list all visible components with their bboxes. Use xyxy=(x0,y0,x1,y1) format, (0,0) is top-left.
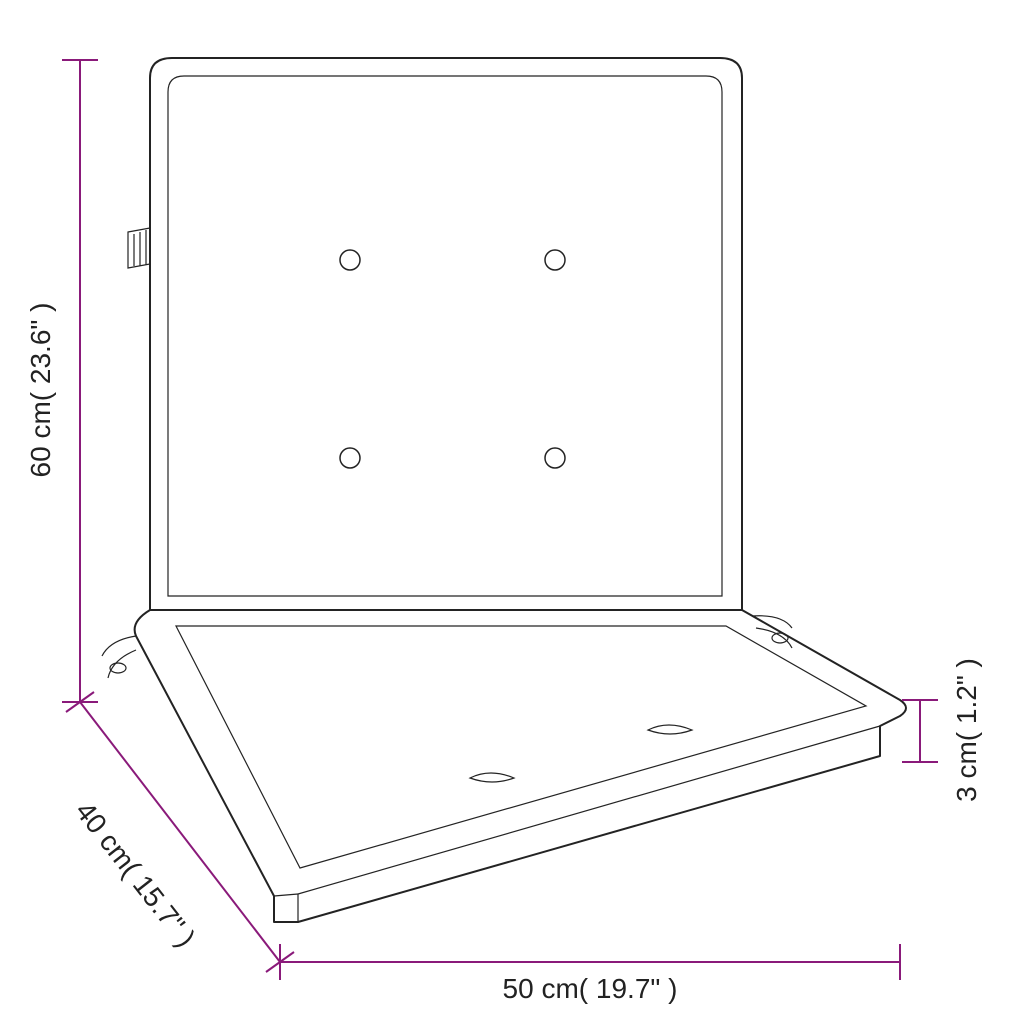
dim-depth: 40 cm( 15.7" ) xyxy=(66,692,294,972)
dim-thickness-label: 3 cm( 1.2" ) xyxy=(951,658,982,802)
dimension-diagram: 60 cm( 23.6" ) 40 cm( 15.7" ) 50 cm( 19.… xyxy=(0,0,1024,1024)
dim-height-label: 60 cm( 23.6" ) xyxy=(25,303,56,478)
dim-depth-label: 40 cm( 15.7" ) xyxy=(69,796,201,953)
tuft-button xyxy=(545,448,565,468)
dim-height: 60 cm( 23.6" ) xyxy=(25,60,98,702)
cushion-drawing xyxy=(102,58,906,922)
tie-strap-left xyxy=(102,636,136,678)
tuft-button xyxy=(340,448,360,468)
tuft-button xyxy=(470,773,514,782)
tuft-button xyxy=(545,250,565,270)
tuft-button xyxy=(340,250,360,270)
tuft-button xyxy=(648,725,692,734)
dim-thickness: 3 cm( 1.2" ) xyxy=(902,658,982,802)
tie-strap-right xyxy=(752,616,792,648)
dim-width-label: 50 cm( 19.7" ) xyxy=(503,973,678,1004)
dim-width: 50 cm( 19.7" ) xyxy=(280,944,900,1004)
